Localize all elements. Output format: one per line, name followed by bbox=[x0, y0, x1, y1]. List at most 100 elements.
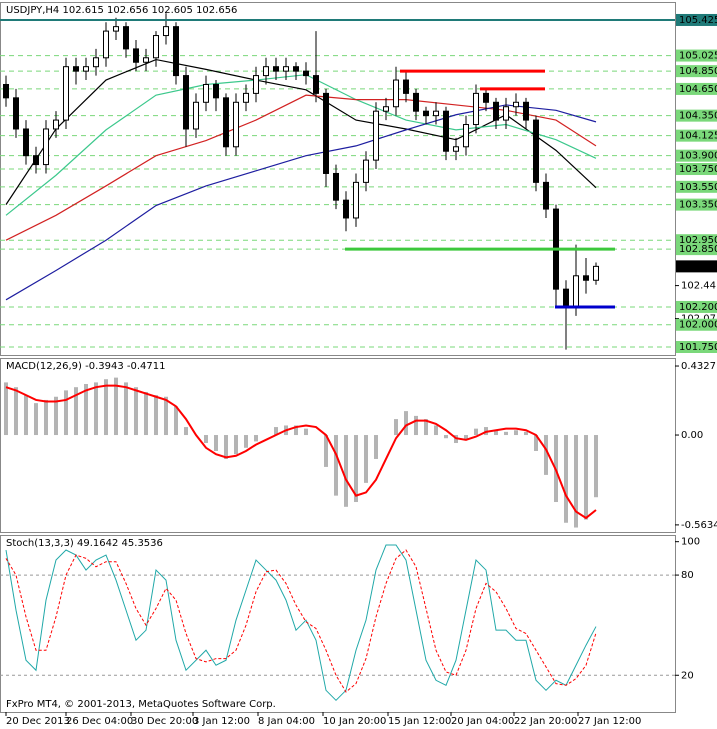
histogram-bar bbox=[244, 435, 248, 448]
histogram-bar bbox=[24, 395, 28, 436]
histogram-bar bbox=[374, 435, 378, 459]
histogram-bar bbox=[344, 435, 348, 507]
candle-body bbox=[433, 110, 439, 117]
histogram-bar bbox=[594, 435, 598, 498]
histogram-bar bbox=[94, 382, 98, 436]
candle-body bbox=[173, 26, 179, 77]
histogram-bar bbox=[54, 396, 58, 436]
candle-body bbox=[523, 101, 529, 121]
level-label: 104.125 bbox=[679, 131, 717, 142]
panel-frame bbox=[0, 358, 676, 533]
last-price-box bbox=[676, 260, 717, 273]
level-label-box bbox=[676, 198, 717, 211]
histogram-bar bbox=[224, 435, 228, 459]
level-label-box bbox=[676, 318, 717, 331]
y-tick-label: 80 bbox=[681, 570, 694, 581]
histogram-bar bbox=[324, 435, 328, 467]
candle-body bbox=[583, 275, 589, 281]
histogram-bar bbox=[334, 435, 338, 496]
level-label: 103.900 bbox=[679, 151, 717, 162]
candle-body bbox=[123, 26, 129, 50]
level-label-box bbox=[676, 65, 717, 78]
panel-title: USDJPY,H4 102.615 102.656 102.605 102.65… bbox=[6, 5, 237, 16]
y-tick-label: 100 bbox=[681, 537, 700, 548]
candle-body bbox=[233, 101, 239, 148]
candle-body bbox=[423, 110, 429, 117]
candle-body bbox=[43, 128, 49, 166]
candle-body bbox=[3, 83, 9, 99]
histogram-bar bbox=[564, 435, 568, 523]
candle-body bbox=[163, 26, 169, 37]
candle-body bbox=[463, 124, 469, 148]
candle-body bbox=[13, 97, 19, 130]
x-tick-label: 3 Jan 12:00 bbox=[193, 716, 250, 727]
histogram-bar bbox=[134, 387, 138, 436]
level-label-box bbox=[676, 109, 717, 122]
level-label: 104.650 bbox=[679, 84, 717, 95]
level-label: 102.950 bbox=[679, 235, 717, 246]
histogram-bar bbox=[274, 427, 278, 436]
level-label-box bbox=[676, 149, 717, 162]
histogram-bar bbox=[254, 435, 258, 442]
candle-body bbox=[393, 79, 399, 108]
level-label-box bbox=[676, 340, 717, 353]
candle-body bbox=[513, 101, 519, 108]
panel-title: MACD(12,26,9) -0.3943 -0.4711 bbox=[6, 361, 166, 372]
histogram-bar bbox=[84, 383, 88, 436]
histogram-bar bbox=[414, 415, 418, 436]
y-tick-label: 0.00 bbox=[681, 430, 703, 441]
candle-body bbox=[203, 83, 209, 103]
histogram-bar bbox=[154, 395, 158, 436]
candle-body bbox=[443, 110, 449, 152]
histogram-bar bbox=[464, 435, 468, 440]
candle-body bbox=[313, 75, 319, 94]
level-label: 102.850 bbox=[679, 244, 717, 255]
level-label: 104.850 bbox=[679, 66, 717, 77]
histogram-bar bbox=[14, 387, 18, 436]
candle-body bbox=[363, 159, 369, 183]
histogram-bar bbox=[64, 390, 68, 436]
y-tick-label: 20 bbox=[681, 670, 694, 681]
candle-body bbox=[83, 66, 89, 72]
candle-body bbox=[323, 92, 329, 174]
candle-body bbox=[73, 66, 79, 72]
candle-body bbox=[533, 119, 539, 183]
y-tick-label: 0.4327 bbox=[681, 361, 716, 372]
histogram-bar bbox=[214, 435, 218, 451]
x-tick-label: 10 Jan 20:00 bbox=[323, 716, 386, 727]
candle-body bbox=[543, 181, 549, 210]
level-label-box bbox=[676, 49, 717, 62]
level-label-box bbox=[676, 82, 717, 95]
candle-body bbox=[23, 128, 29, 157]
histogram-bar bbox=[534, 435, 538, 451]
panel-title: Stoch(13,3,3) 49.1642 45.3536 bbox=[6, 538, 163, 549]
x-tick-label: 8 Jan 04:00 bbox=[258, 716, 315, 727]
candle-body bbox=[453, 146, 459, 152]
level-label: 102.000 bbox=[679, 320, 717, 331]
histogram-bar bbox=[584, 435, 588, 520]
histogram-bar bbox=[44, 399, 48, 436]
candle-body bbox=[403, 79, 409, 94]
candle-body bbox=[183, 75, 189, 130]
candle-body bbox=[63, 66, 69, 121]
level-label: 101.750 bbox=[679, 342, 717, 353]
histogram-bar bbox=[184, 427, 188, 436]
histogram-bar bbox=[174, 406, 178, 436]
level-label-box bbox=[676, 180, 717, 193]
histogram-bar bbox=[424, 419, 428, 436]
last-price-label: 102.656 bbox=[679, 261, 717, 272]
histogram-bar bbox=[354, 435, 358, 503]
candle-body bbox=[33, 155, 39, 166]
x-tick-label: 22 Jan 20:00 bbox=[514, 716, 577, 727]
candle-body bbox=[303, 70, 309, 77]
candle-body bbox=[413, 92, 419, 112]
histogram-bar bbox=[114, 377, 118, 436]
x-tick-label: 20 Jan 04:00 bbox=[451, 716, 514, 727]
candle-body bbox=[93, 57, 99, 68]
candle-body bbox=[143, 57, 149, 63]
candle-body bbox=[473, 92, 479, 126]
histogram-bar bbox=[524, 431, 528, 436]
copyright: FxPro MT4, © 2001-2013, MetaQuotes Softw… bbox=[6, 699, 276, 710]
histogram-bar bbox=[474, 428, 478, 436]
